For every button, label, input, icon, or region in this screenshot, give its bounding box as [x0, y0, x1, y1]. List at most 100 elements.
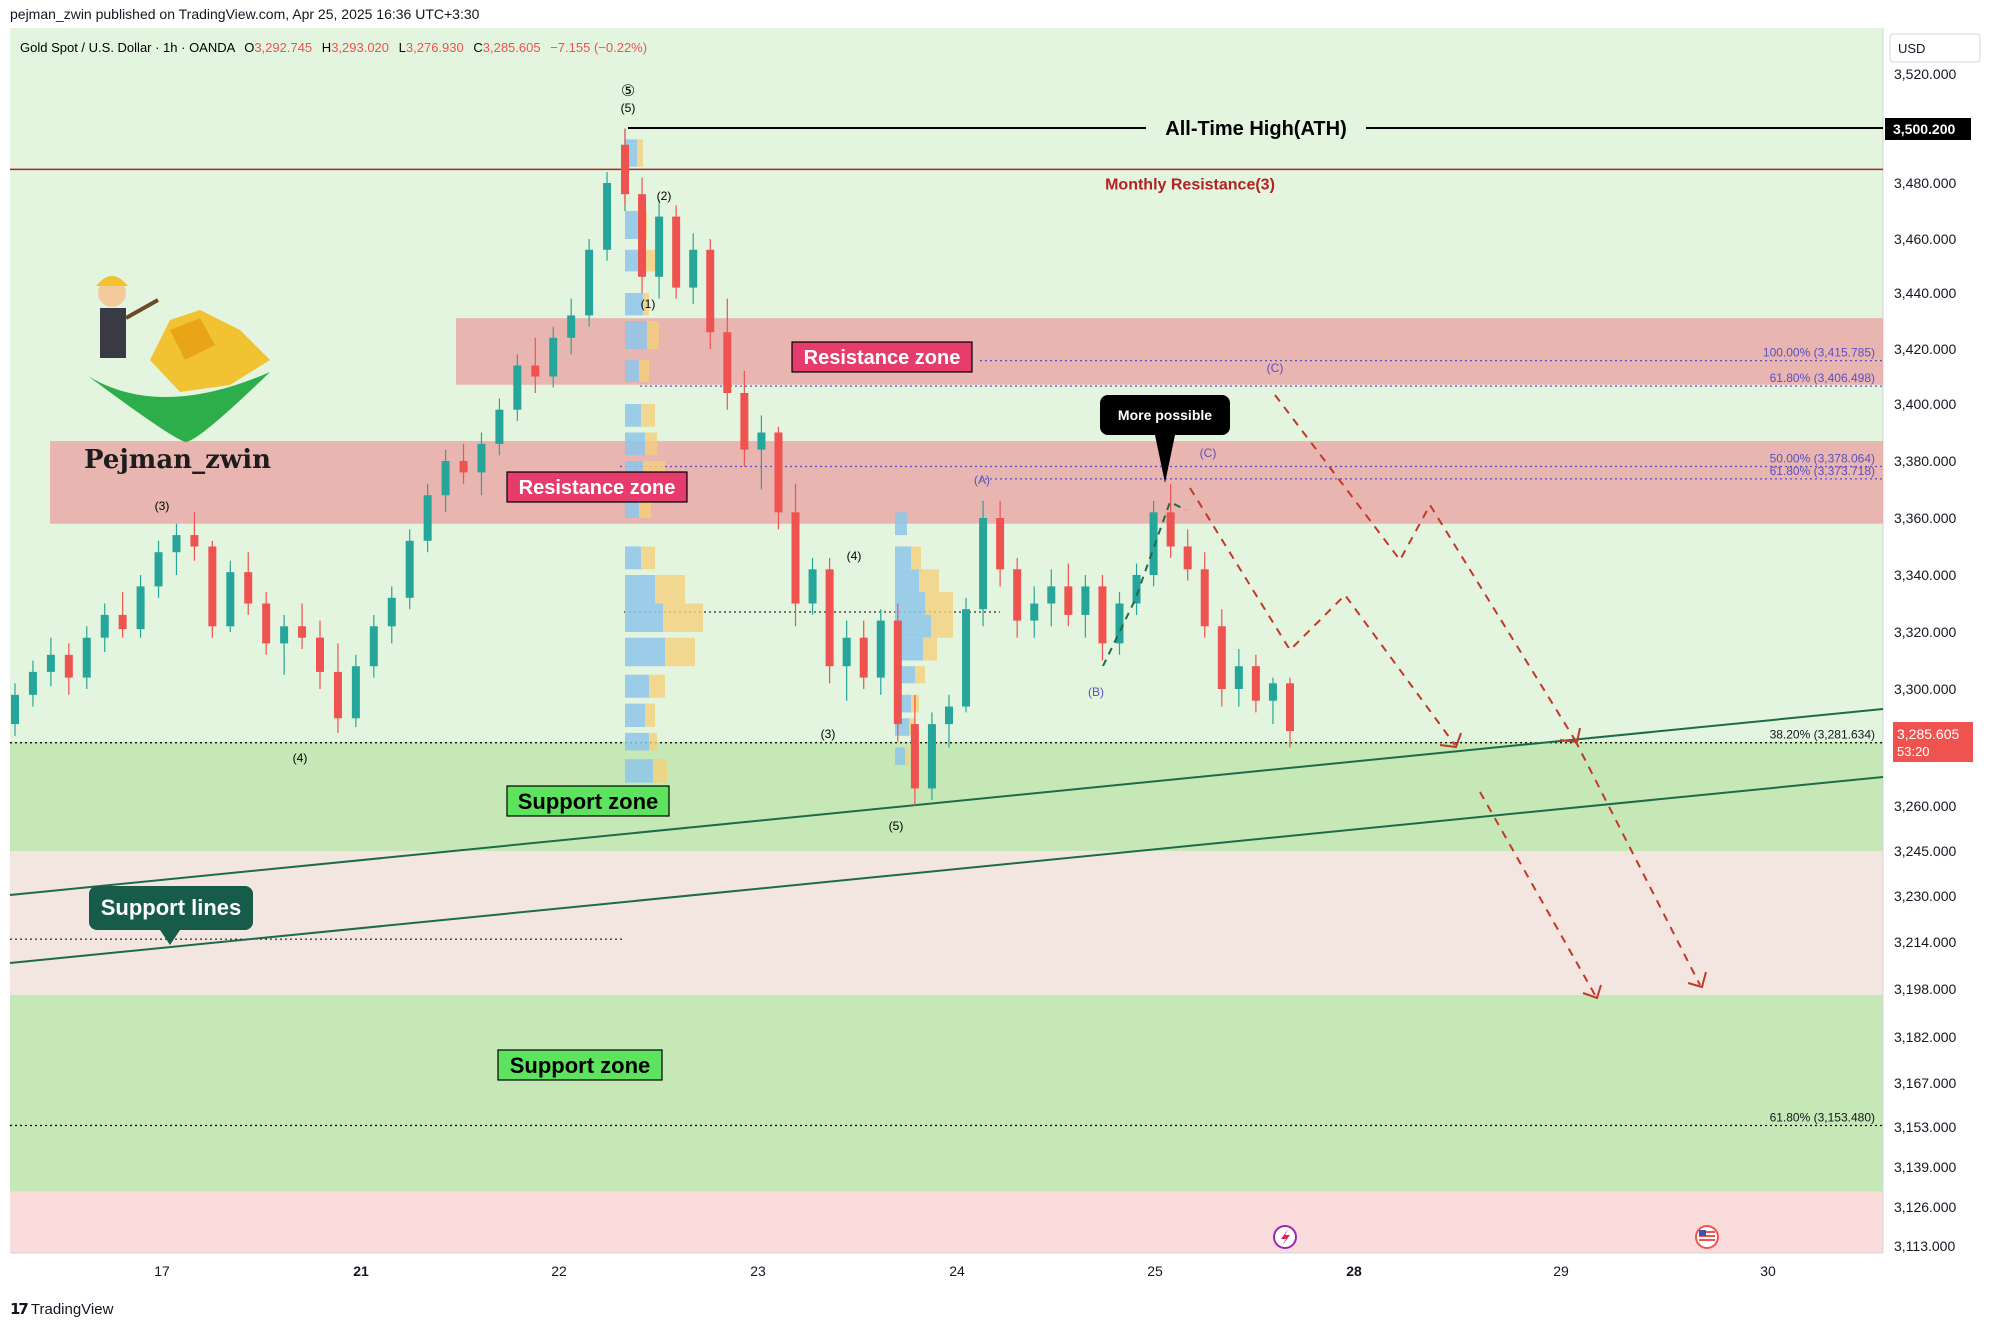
volume-profile-bar	[923, 637, 937, 661]
candle-body	[1166, 512, 1175, 547]
volume-profile-bar	[641, 404, 655, 427]
volume-profile-bar	[637, 139, 643, 167]
volume-profile-bar	[625, 360, 639, 382]
price-tick-label: 3,360.000	[1894, 510, 1956, 526]
candle-body	[351, 666, 360, 719]
candle-body	[996, 518, 1005, 570]
candle-body	[638, 194, 647, 277]
low-label: L	[399, 40, 406, 55]
volume-profile-bar	[645, 703, 655, 728]
candle-body	[706, 249, 715, 333]
candle-body	[316, 637, 324, 672]
projection-path-d	[1574, 739, 1701, 986]
volume-profile-bar	[625, 546, 641, 570]
wave-label: (C)	[1267, 361, 1284, 375]
price-tick-label: 3,245.000	[1894, 843, 1956, 859]
candle-body	[441, 461, 450, 496]
price-tick-label: 3,182.000	[1894, 1029, 1956, 1045]
wave-label: (4)	[847, 549, 862, 563]
candle-body	[531, 365, 540, 377]
support-zone-label-lower: Support zone	[510, 1053, 651, 1078]
candle-body	[689, 249, 698, 288]
fib-level-label: 61.80% (3,153.480)	[1770, 1110, 1875, 1124]
more-possible-box	[1100, 395, 1230, 435]
arrow-head-d	[1687, 971, 1707, 989]
change-value: −7.155 (−0.22%)	[550, 40, 647, 55]
tradingview-footer[interactable]: 17 TradingView	[10, 1300, 113, 1318]
candle-body	[28, 671, 37, 695]
price-tick-label: 3,230.000	[1894, 888, 1956, 904]
projection-path-green	[1102, 500, 1187, 667]
candle-body	[1064, 586, 1073, 615]
currency-box[interactable]: USD	[1889, 33, 1981, 63]
time-tick-label: 30	[1760, 1263, 1776, 1279]
price-tick-label: 3,380.000	[1894, 453, 1956, 469]
volume-profile-bar	[895, 569, 919, 593]
price-tick-label: 3,153.000	[1894, 1119, 1956, 1135]
candle-body	[567, 315, 576, 338]
volume-profile-bar	[919, 569, 939, 593]
candle-body	[1183, 546, 1192, 570]
time-tick-label: 21	[353, 1263, 369, 1279]
candle-body	[723, 332, 732, 393]
volume-profile-bar	[625, 674, 649, 698]
candle-body	[244, 572, 253, 604]
volume-profile-bar	[625, 211, 639, 239]
more-possible-pointer-icon	[1155, 435, 1175, 483]
candle-body	[774, 432, 783, 513]
candle-body	[1013, 569, 1022, 621]
price-tick-label: 3,400.000	[1894, 396, 1956, 412]
volume-profile-bar	[895, 614, 931, 638]
high-label: H	[322, 40, 331, 55]
price-tick-label: 3,420.000	[1894, 341, 1956, 357]
author-logo: Pejman_zwin	[84, 276, 271, 475]
price-tick-label: 3,198.000	[1894, 981, 1956, 997]
event-flash-icon[interactable]	[1273, 1225, 1297, 1249]
support-lines-box	[89, 886, 253, 930]
arrow-head-b	[1559, 727, 1581, 744]
volume-profile-bar	[649, 674, 665, 698]
wave-label: (C)	[1200, 446, 1217, 460]
annotation-layer: All-Time High(ATH) Monthly Resistance(3) 1…	[89, 83, 1875, 1124]
open-label: O	[244, 40, 254, 55]
candle-body	[655, 216, 664, 277]
us-flag-icon[interactable]	[1695, 1225, 1719, 1249]
volume-profile-bar	[663, 603, 703, 632]
volume-profile-bar	[895, 592, 925, 615]
logo-leaf-icon	[88, 372, 270, 442]
candle-body	[280, 626, 289, 644]
price-tick-label: 3,320.000	[1894, 624, 1956, 640]
price-tick-label: 3,340.000	[1894, 567, 1956, 583]
volume-profile-bar	[895, 637, 923, 661]
fib-level-label: 38.20% (3,281.634)	[1770, 728, 1875, 742]
candle-body	[190, 535, 199, 547]
candle-body	[100, 614, 109, 638]
wave-label: (4)	[293, 751, 308, 765]
ath-label: All-Time High(ATH)	[1165, 118, 1346, 140]
last-price-tag: 3,285.605 53:20	[1893, 722, 1973, 762]
countdown-value: 53:20	[1897, 744, 1930, 759]
tradingview-logo-icon: 17	[10, 1300, 29, 1318]
footer-brand: TradingView	[30, 1300, 114, 1318]
volume-profile-bar	[625, 432, 645, 456]
candle-body	[226, 572, 235, 627]
projection-layer	[1102, 394, 1707, 1000]
candle-body	[1251, 666, 1260, 701]
candle-body	[910, 724, 919, 789]
candle-body	[423, 495, 432, 541]
candle-body	[513, 365, 522, 410]
volume-profile-bar	[655, 575, 685, 604]
wave-label: (5)	[889, 819, 904, 833]
time-tick-label: 29	[1553, 1263, 1569, 1279]
fib-level-label: 61.80% (3,373.718)	[1770, 464, 1875, 478]
candle-body	[1132, 575, 1141, 604]
wave-label: (2)	[657, 189, 672, 203]
volume-profile-bar	[895, 546, 911, 570]
candle-body	[825, 569, 834, 667]
volume-profile-bar	[653, 759, 667, 783]
support-zone-label-lower-box	[497, 1049, 663, 1081]
price-tick-label: 3,460.000	[1894, 231, 1956, 247]
fib-level-label: 50.00% (3,378.064)	[1770, 452, 1875, 466]
support-lines-pointer-icon	[160, 930, 180, 945]
